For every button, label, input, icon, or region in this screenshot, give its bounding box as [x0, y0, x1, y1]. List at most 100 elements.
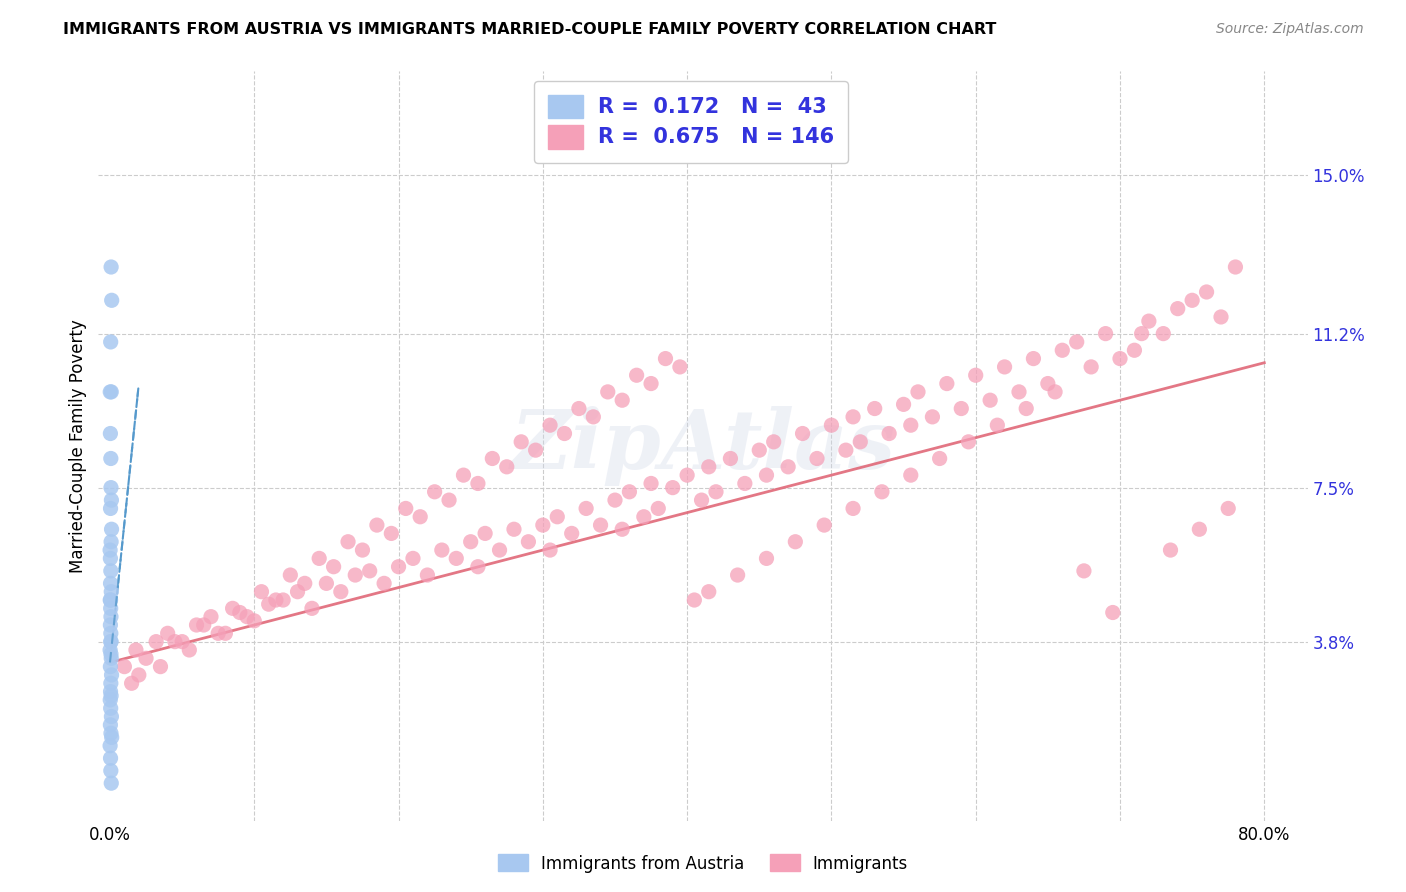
Point: [98, 739, 121, 753]
Point: [100, 634, 122, 648]
Point: [950, 401, 973, 416]
Point: [98, 693, 121, 707]
Point: [207, 626, 229, 640]
Point: [352, 543, 374, 558]
Point: [100, 451, 122, 466]
Point: [603, 493, 626, 508]
Point: [100, 601, 122, 615]
Point: [121, 676, 143, 690]
Point: [337, 534, 360, 549]
Point: [100, 564, 122, 578]
Point: [100, 709, 122, 723]
Point: [704, 484, 727, 499]
Point: [214, 626, 236, 640]
Point: [1073, 564, 1095, 578]
Point: [612, 393, 634, 408]
Point: [100, 668, 122, 682]
Point: [315, 576, 337, 591]
Point: [727, 568, 749, 582]
Y-axis label: Married-Couple Family Poverty: Married-Couple Family Poverty: [69, 319, 87, 573]
Point: [1225, 260, 1247, 274]
Point: [510, 434, 533, 449]
Point: [100, 689, 122, 703]
Point: [100, 551, 122, 566]
Point: [813, 518, 835, 533]
Point: [100, 731, 122, 745]
Point: [100, 501, 122, 516]
Point: [100, 701, 122, 715]
Point: [575, 501, 598, 516]
Point: [271, 593, 294, 607]
Point: [264, 593, 287, 607]
Point: [1130, 326, 1153, 341]
Point: [900, 468, 922, 483]
Point: [193, 618, 215, 632]
Point: [373, 576, 395, 591]
Text: IMMIGRANTS FROM AUSTRIA VS IMMIGRANTS MARRIED-COUPLE FAMILY POVERTY CORRELATION : IMMIGRANTS FROM AUSTRIA VS IMMIGRANTS MA…: [63, 22, 997, 37]
Point: [359, 564, 381, 578]
Point: [633, 509, 655, 524]
Point: [1094, 326, 1116, 341]
Point: [437, 493, 460, 508]
Point: [446, 551, 468, 566]
Point: [734, 476, 756, 491]
Point: [669, 359, 692, 374]
Point: [145, 634, 167, 648]
Point: [495, 459, 517, 474]
Point: [100, 764, 122, 778]
Point: [395, 501, 418, 516]
Point: [538, 543, 561, 558]
Point: [863, 401, 886, 416]
Point: [100, 618, 122, 632]
Point: [135, 651, 157, 665]
Point: [900, 418, 922, 433]
Point: [1167, 301, 1189, 316]
Point: [1209, 310, 1232, 324]
Point: [100, 659, 122, 673]
Point: [820, 418, 842, 433]
Point: [1188, 522, 1211, 536]
Point: [100, 634, 122, 648]
Point: [921, 409, 943, 424]
Point: [1036, 376, 1059, 391]
Point: [697, 584, 720, 599]
Point: [835, 443, 858, 458]
Point: [100, 609, 122, 624]
Point: [640, 376, 662, 391]
Point: [524, 443, 547, 458]
Point: [100, 776, 122, 790]
Point: [294, 576, 316, 591]
Point: [430, 543, 453, 558]
Point: [387, 559, 409, 574]
Point: [1152, 326, 1174, 341]
Point: [877, 426, 900, 441]
Point: [278, 568, 301, 582]
Point: [718, 451, 741, 466]
Point: [979, 393, 1001, 408]
Point: [416, 568, 439, 582]
Point: [98, 643, 121, 657]
Legend: R =  0.172   N =  43, R =  0.675   N = 146: R = 0.172 N = 43, R = 0.675 N = 146: [534, 81, 848, 162]
Point: [697, 459, 720, 474]
Point: [301, 601, 323, 615]
Point: [842, 501, 865, 516]
Point: [654, 351, 676, 366]
Point: [125, 643, 148, 657]
Point: [965, 368, 987, 383]
Point: [553, 426, 575, 441]
Point: [1066, 334, 1088, 349]
Point: [907, 384, 929, 399]
Point: [172, 634, 194, 648]
Point: [1052, 343, 1074, 358]
Point: [870, 484, 893, 499]
Point: [329, 584, 352, 599]
Point: [100, 676, 122, 690]
Point: [488, 543, 510, 558]
Point: [596, 384, 619, 399]
Point: [568, 401, 591, 416]
Point: [1022, 351, 1045, 366]
Point: [467, 559, 489, 574]
Point: [100, 726, 122, 740]
Point: [481, 451, 503, 466]
Point: [100, 334, 122, 349]
